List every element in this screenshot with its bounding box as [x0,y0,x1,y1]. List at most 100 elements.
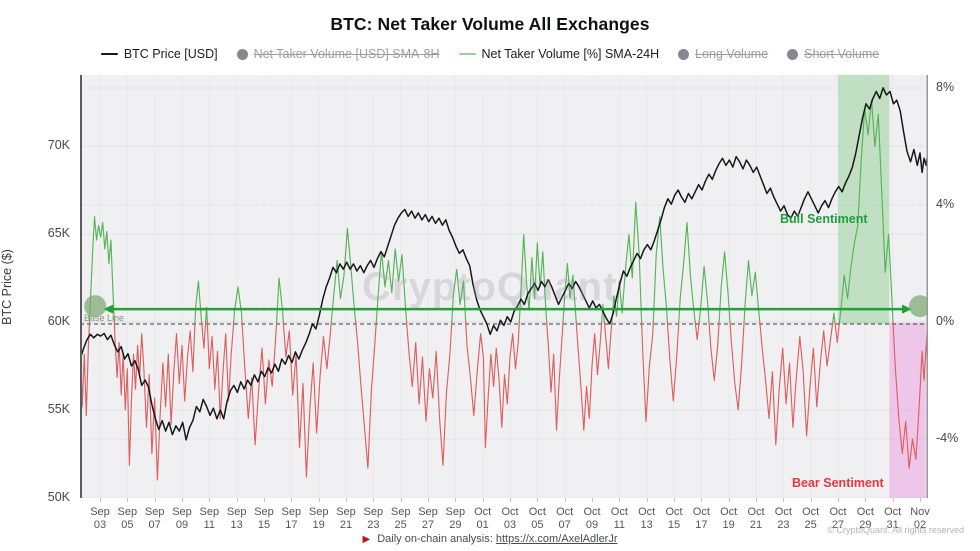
x-tick-label-Oct-01: Oct 01 [474,506,492,531]
x-tick-label-Oct-15: Oct 15 [665,506,683,531]
x-tick-mark [865,498,867,502]
left-axis-tick-65K: 65K [47,226,70,240]
x-tick-mark [428,498,429,502]
volume-line-negative [694,321,700,341]
arrowhead-left-icon [103,304,114,314]
x-tick-mark [346,498,347,502]
legend-line-marker [100,53,118,55]
x-tick-label-Sep-17: Sep 17 [281,506,302,531]
x-tick-label-Sep-29: Sep 29 [445,506,466,531]
volume-line-positive [233,286,243,323]
x-tick-mark [592,498,593,502]
x-tick-mark [701,498,703,502]
legend-label: Net Taker Volume [%] SMA-24H [481,47,660,61]
x-tick-label-Oct-23: Oct 23 [774,506,792,531]
volume-line-positive [678,222,696,323]
x-tick-mark [810,498,812,502]
x-tick-label-Oct-03: Oct 03 [501,506,519,531]
legend-label: Long Volume [695,47,769,61]
legend-item-net-taker-volume-usd-sma-8h[interactable]: Net Taker Volume [USD] SMA-8H [236,47,440,61]
x-tick-mark [182,498,183,502]
volume-line-positive [375,248,408,323]
page-title: BTC: Net Taker Volume All Exchanges [330,14,650,34]
x-tick-mark [100,498,101,502]
volume-line-positive [330,227,357,323]
x-tick-label-Oct-05: Oct 05 [528,506,546,531]
x-tick-mark [455,498,457,502]
legend-item-btc-price-usd-[interactable]: BTC Price [USD] [100,47,218,61]
volume-line-negative [575,321,603,431]
x-tick-mark [920,498,922,502]
plot-area[interactable]: CryptoQuant Bull Sentiment Bear Sentiment B… [80,75,928,498]
arrowhead-right-icon [902,304,913,314]
left-axis-tick-70K: 70K [47,138,70,152]
volume-line-negative [641,321,654,422]
x-tick-label-Sep-25: Sep 25 [390,506,411,531]
volume-line-negative [206,321,235,420]
x-tick-mark [264,498,265,502]
right-axis-tick-8%: 8% [936,80,955,94]
volume-line-positive [832,312,836,323]
x-tick-label-Sep-07: Sep 07 [144,506,165,531]
footer-link[interactable]: https://x.com/AxelAdlerJr [495,533,618,545]
volume-line-positive [451,268,467,323]
x-tick-label-Oct-09: Oct 09 [583,506,601,531]
volume-line-positive [698,265,710,323]
x-tick-label-Sep-11: Sep 11 [199,506,220,531]
volume-line-negative [113,321,196,481]
left-axis-tick-55K: 55K [47,402,70,416]
x-tick-label-Sep-03: Sep 03 [90,506,110,531]
x-tick-label-Sep-21: Sep 21 [336,506,356,531]
volume-line-positive [652,216,668,323]
volume-line-negative [892,321,928,469]
legend-label: BTC Price [USD] [123,47,218,61]
x-tick-mark [756,498,758,502]
legend-line-marker [458,53,476,55]
legend-item-long-volume[interactable]: Long Volume [678,47,768,61]
volume-line-negative [708,321,720,382]
x-tick-mark [154,498,156,502]
volume-line-positive [276,277,284,323]
volume-line-positive [611,201,643,323]
volume-line-negative [666,321,680,402]
volume-line-positive [838,99,894,323]
legend-item-short-volume[interactable]: Short Volume [787,47,879,61]
btc-price-line [80,87,928,441]
right-axis-tick-0%: 0% [936,314,955,328]
chart-svg[interactable] [80,75,928,498]
volume-line-positive [194,280,203,323]
volume-line-negative [465,321,520,449]
volume-line-negative [834,321,841,344]
volume-line-negative [355,321,377,469]
legend-dot-marker [236,48,248,60]
x-tick-label-Oct-25: Oct 25 [802,506,820,531]
x-tick-mark [537,498,539,502]
x-tick-label-Sep-09: Sep 09 [172,506,192,531]
x-tick-label-Oct-11: Oct 11 [610,506,628,531]
copyright-note: © CryptoQuant. All rights reserved [827,525,964,535]
x-tick-mark [564,498,566,502]
left-axis-tick-50K: 50K [47,490,70,504]
volume-line-negative [241,321,278,446]
volume-line-positive [205,306,208,323]
x-tick-mark [236,498,238,502]
volume-line-negative [282,321,332,478]
volume-line-positive [601,303,605,323]
legend-item-net-taker-volume-sma-24h[interactable]: Net Taker Volume [%] SMA-24H [458,47,660,61]
volume-line-negative [406,321,453,466]
x-tick-mark [892,498,894,502]
chart-legend: BTC Price [USD] Net Taker Volume [USD] SM… [0,47,980,61]
x-tick-mark [783,498,785,502]
x-tick-label-Oct-17: Oct 17 [692,506,710,531]
x-tick-mark [318,498,320,502]
x-tick-mark [291,498,293,502]
band-bear [889,323,926,498]
right-axis-tick--4%: -4% [936,431,959,445]
x-tick-label-Sep-05: Sep 05 [117,506,138,531]
x-tick-label-Nov-02: Nov 02 [910,506,930,531]
legend-dot-marker [787,48,799,60]
arrow-end-dot-right [909,295,928,318]
x-tick-label-Sep-15: Sep 15 [254,506,274,531]
footer-text: Daily on-chain analysis: [377,533,493,545]
red-arrow-icon: ▶ [362,534,371,545]
